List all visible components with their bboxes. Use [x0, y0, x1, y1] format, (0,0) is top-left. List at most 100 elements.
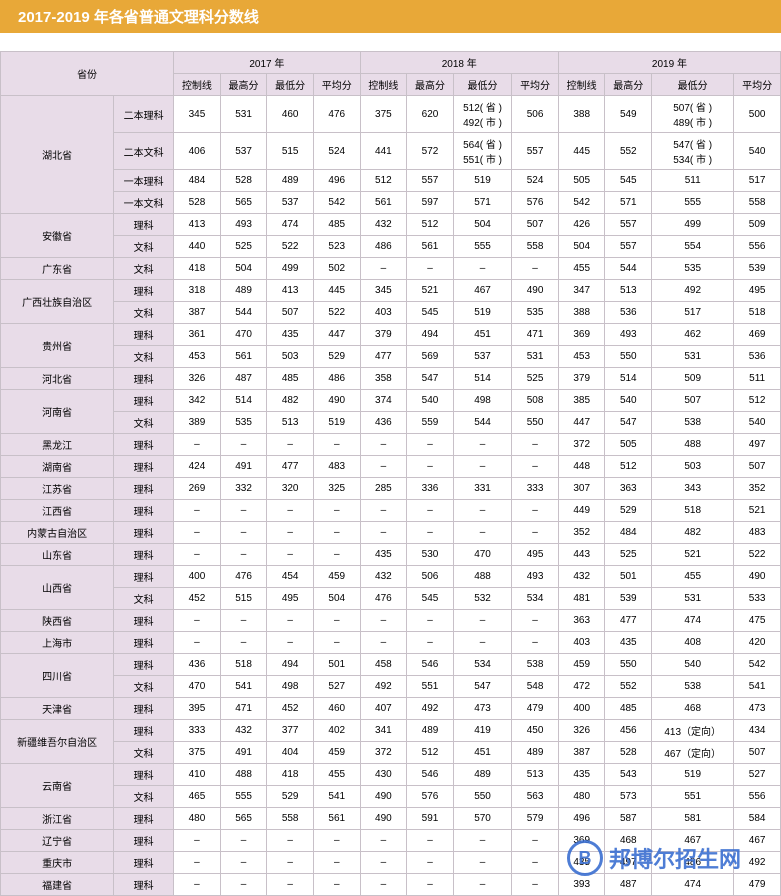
- value-cell: 501: [313, 654, 360, 676]
- category-cell: 二本文科: [114, 133, 174, 170]
- value-cell: 559: [407, 412, 454, 434]
- province-cell: 上海市: [1, 632, 114, 654]
- value-cell: 489: [407, 720, 454, 742]
- value-cell: 555: [453, 236, 511, 258]
- table-row: 新疆维吾尔自治区理科333432377402341489419450326456…: [1, 720, 781, 742]
- value-cell: 318: [174, 280, 221, 302]
- value-cell: –: [407, 874, 454, 896]
- value-cell: 544: [453, 412, 511, 434]
- table-row: 安徽省理科41349347448543251250450742655749950…: [1, 214, 781, 236]
- value-cell: –: [313, 610, 360, 632]
- category-cell: 理科: [114, 720, 174, 742]
- value-cell: 522: [734, 544, 781, 566]
- value-cell: 546: [407, 764, 454, 786]
- value-cell: 484: [605, 522, 652, 544]
- value-cell: 536: [605, 302, 652, 324]
- col-metric: 最低分: [267, 74, 314, 96]
- category-cell: 理科: [114, 632, 174, 654]
- value-cell: 557: [512, 133, 559, 170]
- value-cell: 540: [652, 654, 734, 676]
- value-cell: 514: [605, 368, 652, 390]
- value-cell: –: [407, 852, 454, 874]
- value-cell: 333: [512, 478, 559, 500]
- value-cell: 332: [220, 478, 267, 500]
- table-row: 文科389535513519436559544550447547538540: [1, 412, 781, 434]
- value-cell: 403: [558, 632, 605, 654]
- province-cell: 重庆市: [1, 852, 114, 874]
- value-cell: 455: [558, 258, 605, 280]
- province-cell: 山东省: [1, 544, 114, 566]
- value-cell: 487: [220, 368, 267, 390]
- value-cell: –: [453, 434, 511, 456]
- province-cell: 云南省: [1, 764, 114, 808]
- value-cell: 572: [407, 133, 454, 170]
- value-cell: –: [313, 852, 360, 874]
- category-cell: 理科: [114, 368, 174, 390]
- value-cell: –: [360, 874, 407, 896]
- value-cell: 495: [267, 588, 314, 610]
- value-cell: –: [267, 852, 314, 874]
- value-cell: 504: [220, 258, 267, 280]
- value-cell: 531: [512, 346, 559, 368]
- value-cell: 388: [558, 302, 605, 324]
- value-cell: 482: [267, 390, 314, 412]
- col-metric: 平均分: [512, 74, 559, 96]
- value-cell: 452: [267, 698, 314, 720]
- value-cell: 379: [558, 368, 605, 390]
- value-cell: 515: [220, 588, 267, 610]
- table-row: 河北省理科32648748548635854751452537951450951…: [1, 368, 781, 390]
- table-row: 天津省理科39547145246040749247347940048546847…: [1, 698, 781, 720]
- value-cell: 345: [174, 96, 221, 133]
- value-cell: 570: [453, 808, 511, 830]
- table-row: 一本理科484528489496512557519524505545511517: [1, 170, 781, 192]
- value-cell: 525: [220, 236, 267, 258]
- value-cell: 352: [558, 522, 605, 544]
- category-cell: 理科: [114, 500, 174, 522]
- value-cell: 489: [220, 280, 267, 302]
- value-cell: 426: [558, 214, 605, 236]
- value-cell: 358: [360, 368, 407, 390]
- value-cell: 420: [734, 632, 781, 654]
- value-cell: –: [267, 500, 314, 522]
- watermark: B 邦博尔招生网: [567, 840, 741, 876]
- value-cell: –: [360, 610, 407, 632]
- value-cell: 307: [558, 478, 605, 500]
- watermark-logo-icon: B: [567, 840, 603, 876]
- category-cell: 理科: [114, 698, 174, 720]
- value-cell: 518: [220, 654, 267, 676]
- value-cell: 503: [652, 456, 734, 478]
- value-cell: 459: [313, 566, 360, 588]
- value-cell: 432: [558, 566, 605, 588]
- value-cell: 450: [512, 720, 559, 742]
- value-cell: 488: [220, 764, 267, 786]
- value-cell: –: [512, 610, 559, 632]
- value-cell: 499: [267, 258, 314, 280]
- table-row: 陕西省理科––––––––363477474475: [1, 610, 781, 632]
- value-cell: 507: [734, 456, 781, 478]
- value-cell: –: [313, 544, 360, 566]
- value-cell: 379: [360, 324, 407, 346]
- value-cell: –: [174, 522, 221, 544]
- value-cell: 529: [605, 500, 652, 522]
- value-cell: 504: [453, 214, 511, 236]
- table-row: 广东省文科418504499502––––455544535539: [1, 258, 781, 280]
- value-cell: –: [512, 522, 559, 544]
- value-cell: 541: [734, 676, 781, 698]
- value-cell: 468: [652, 698, 734, 720]
- value-cell: 552: [605, 676, 652, 698]
- value-cell: –: [267, 434, 314, 456]
- province-cell: 黑龙江: [1, 434, 114, 456]
- value-cell: 456: [605, 720, 652, 742]
- category-cell: 理科: [114, 544, 174, 566]
- value-cell: 557: [605, 236, 652, 258]
- table-row: 贵州省理科36147043544737949445147136949346246…: [1, 324, 781, 346]
- value-cell: –: [220, 632, 267, 654]
- value-cell: 455: [313, 764, 360, 786]
- value-cell: 477: [360, 346, 407, 368]
- value-cell: –: [453, 258, 511, 280]
- value-cell: 410: [174, 764, 221, 786]
- value-cell: 476: [220, 566, 267, 588]
- value-cell: 527: [313, 676, 360, 698]
- value-cell: 488: [652, 434, 734, 456]
- value-cell: 535: [220, 412, 267, 434]
